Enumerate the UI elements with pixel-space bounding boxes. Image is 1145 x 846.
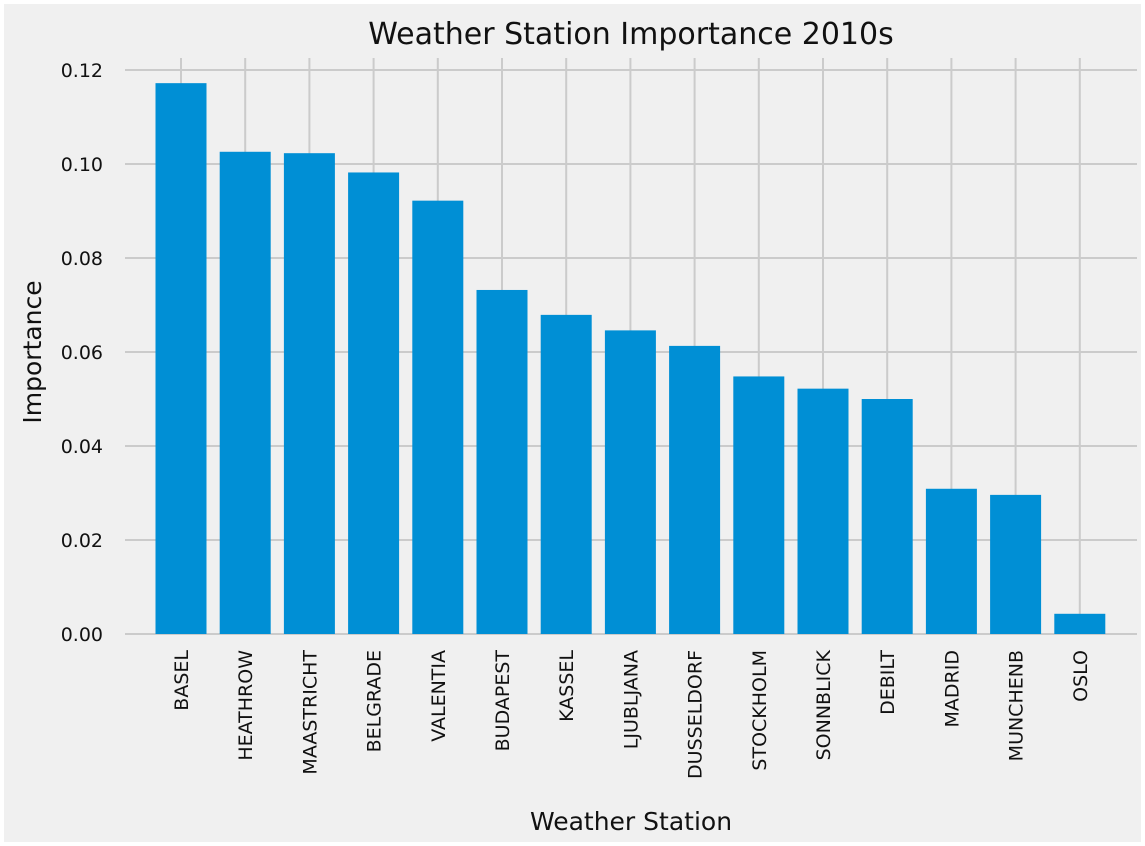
y-tick-label: 0.06 xyxy=(61,342,103,364)
x-tick-label: STOCKHOLM xyxy=(749,650,771,771)
bar-heathrow xyxy=(219,151,271,634)
bar-ljubljana xyxy=(604,330,656,634)
bar-debilt xyxy=(861,399,913,634)
x-tick-label: MAASTRICHT xyxy=(299,650,321,775)
x-tick-label: DEBILT xyxy=(877,650,899,715)
y-axis-label: Importance xyxy=(18,280,47,423)
bar-munchenb xyxy=(990,494,1042,634)
y-tick-label: 0.08 xyxy=(61,248,103,270)
bar-basel xyxy=(155,83,207,634)
x-tick-label: LJUBLJANA xyxy=(620,650,642,749)
y-tick-label: 0.04 xyxy=(61,436,103,458)
x-axis-label: Weather Station xyxy=(530,807,732,836)
x-tick-label: DUSSELDORF xyxy=(685,650,707,779)
x-tick-labels: BASEL HEATHROW MAASTRICHT BELGRADE VALENTIA B… xyxy=(171,649,1092,778)
bar-maastricht xyxy=(283,153,335,634)
y-tick-labels: 0.00 0.02 0.04 0.06 0.08 0.10 0.12 xyxy=(61,60,103,646)
y-tick-label: 0.02 xyxy=(61,530,103,552)
x-tick-label: HEATHROW xyxy=(235,650,257,761)
y-tick-label: 0.12 xyxy=(61,60,103,82)
x-tick-label: VALENTIA xyxy=(428,650,450,742)
bar-budapest xyxy=(476,289,528,634)
x-tick-label: OSLO xyxy=(1070,650,1092,702)
x-tick-label: MADRID xyxy=(941,650,963,727)
x-tick-label: BASEL xyxy=(171,650,193,711)
bar-oslo xyxy=(1054,613,1106,634)
y-tick-label: 0.10 xyxy=(61,154,103,176)
x-tick-label: BELGRADE xyxy=(364,650,386,752)
chart-title: Weather Station Importance 2010s xyxy=(368,17,893,52)
x-tick-label: KASSEL xyxy=(556,650,578,722)
bar-dusseldorf xyxy=(669,345,721,634)
bar-sonnblick xyxy=(797,388,849,634)
bar-madrid xyxy=(925,488,977,634)
bar-belgrade xyxy=(348,172,400,634)
x-tick-label: BUDAPEST xyxy=(492,650,514,752)
x-tick-label: SONNBLICK xyxy=(813,649,835,760)
x-tick-label: MUNCHENB xyxy=(1006,650,1028,761)
bar-valentia xyxy=(412,200,464,634)
bar-kassel xyxy=(540,314,592,634)
bars-layer xyxy=(155,83,1106,634)
y-tick-label: 0.00 xyxy=(61,624,103,646)
bar-stockholm xyxy=(733,376,785,634)
